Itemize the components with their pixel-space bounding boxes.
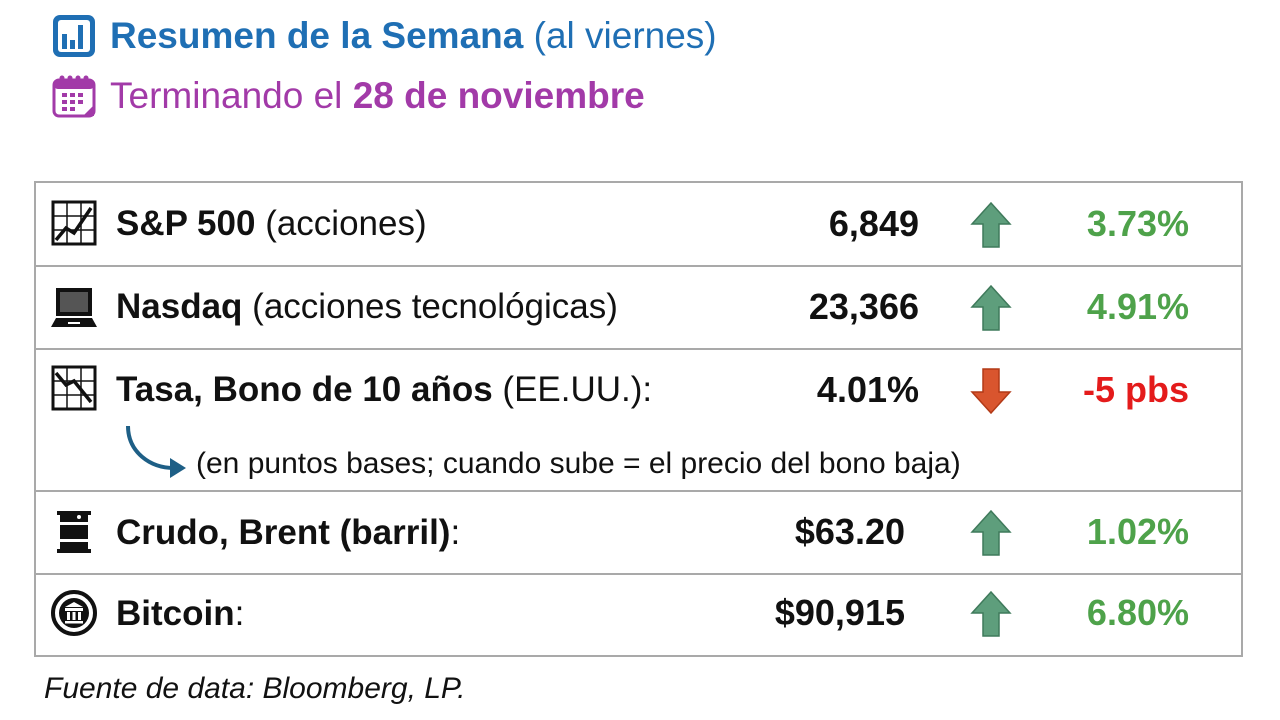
row-label: S&P 500 (acciones) xyxy=(116,204,427,244)
bar-chart-icon xyxy=(53,15,95,57)
row-label: Bitcoin: xyxy=(116,594,244,634)
title-qualifier: (al viernes) xyxy=(533,15,717,56)
change-text: 3.73% xyxy=(1086,203,1189,244)
curved-arrow-icon xyxy=(126,425,186,478)
instrument-name: S&P 500 xyxy=(116,204,256,243)
value-text: $63.20 xyxy=(794,511,905,552)
subtitle-date: 28 de noviembre xyxy=(352,75,645,116)
line-chart-icon xyxy=(51,200,97,246)
arrow-up-icon xyxy=(970,201,1012,248)
laptop-icon xyxy=(51,288,97,327)
instrument-desc: : xyxy=(450,513,461,552)
data-source-note: Fuente de data: Bloomberg, LP. xyxy=(44,672,466,705)
row-label: Crudo, Brent (barril): xyxy=(116,513,460,553)
table-row: Tasa, Bono de 10 años (EE.UU.): 4.01% -5… xyxy=(36,350,1241,492)
instrument-desc: (EE.UU.): xyxy=(502,370,653,409)
page-title: Resumen de la Semana (al viernes) xyxy=(50,8,717,64)
declining-chart-icon xyxy=(51,365,97,411)
value-text: 23,366 xyxy=(808,286,919,327)
instrument-desc: (acciones) xyxy=(265,204,427,243)
arrow-up-icon xyxy=(970,284,1012,331)
table-row: Crudo, Brent (barril): $63.20 1.02% xyxy=(36,492,1241,575)
instrument-name: Bitcoin xyxy=(116,594,235,633)
change-text: 4.91% xyxy=(1086,286,1189,327)
table-row: S&P 500 (acciones) 6,849 3.73% xyxy=(36,183,1241,267)
change-text: 1.02% xyxy=(1086,511,1189,552)
summary-table: S&P 500 (acciones) 6,849 3.73% Nasdaq (a… xyxy=(34,181,1243,657)
subtitle-prefix: Terminando el xyxy=(110,75,343,116)
bitcoin-coin-icon xyxy=(51,590,97,636)
change-text: 6.80% xyxy=(1086,592,1189,633)
value-text: 4.01% xyxy=(816,369,919,410)
instrument-desc: : xyxy=(234,594,245,633)
change-text: -5 pbs xyxy=(1082,369,1189,410)
instrument-name: Crudo, Brent (barril) xyxy=(116,513,451,552)
arrow-up-icon xyxy=(970,590,1012,637)
table-row: Bitcoin: $90,915 6.80% xyxy=(36,575,1241,655)
bond-footnote: (en puntos bases; cuando sube = el preci… xyxy=(196,447,961,480)
calendar-icon xyxy=(52,75,96,118)
table-row: Nasdaq (acciones tecnológicas) 23,366 4.… xyxy=(36,267,1241,350)
value-text: $90,915 xyxy=(774,592,905,633)
value-text: 6,849 xyxy=(828,203,919,244)
row-label: Nasdaq (acciones tecnológicas) xyxy=(116,287,618,327)
instrument-name: Nasdaq xyxy=(116,287,243,326)
instrument-desc: (acciones tecnológicas) xyxy=(252,287,618,326)
arrow-up-icon xyxy=(970,509,1012,556)
title-bold: Resumen de la Semana xyxy=(110,15,524,56)
page-subtitle: Terminando el 28 de noviembre xyxy=(50,70,645,122)
oil-barrel-icon xyxy=(57,511,91,553)
arrow-down-icon xyxy=(970,368,1012,415)
instrument-name: Tasa, Bono de 10 años xyxy=(116,370,493,409)
row-label: Tasa, Bono de 10 años (EE.UU.): xyxy=(116,370,652,410)
